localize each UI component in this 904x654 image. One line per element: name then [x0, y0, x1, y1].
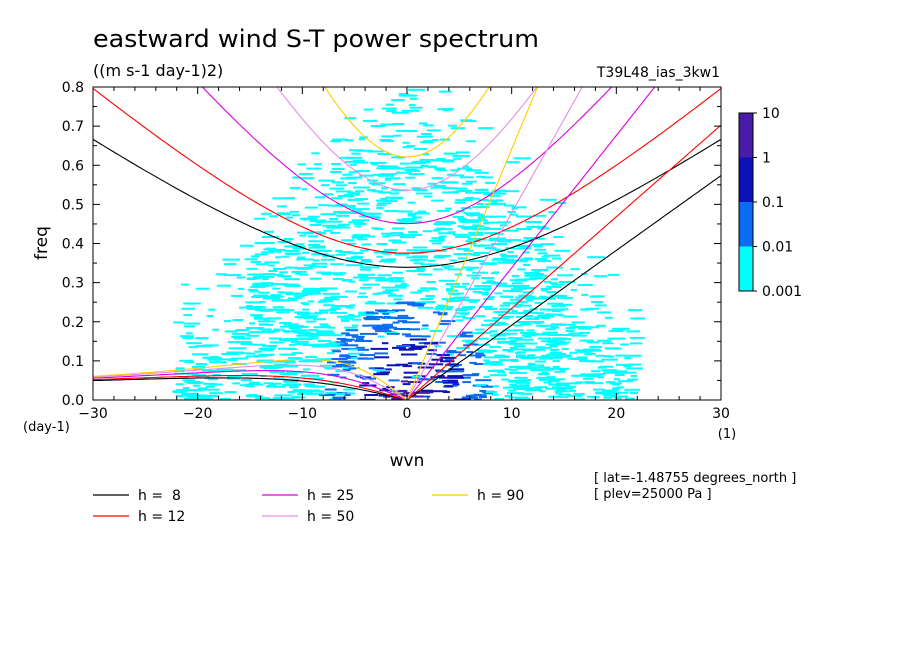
x-tick-label: 30	[712, 406, 730, 422]
colorbar-label: 0.01	[762, 240, 793, 256]
dispersion-curve-h12-rossby-n1	[93, 374, 408, 400]
colorbar-label: 0.001	[762, 284, 802, 300]
y-tick-label: 0.3	[62, 276, 84, 292]
legend-label: h = 90	[477, 488, 524, 504]
dispersion-curve-h8-rossby-n1	[93, 377, 408, 400]
colorbar-swatch	[739, 157, 753, 202]
colorbar: 0.001 0.01 0.1 1 10	[738, 106, 802, 300]
y-tick-label: 0.6	[62, 158, 84, 174]
colorbar-label: 0.1	[762, 195, 784, 211]
colorbar-swatch	[739, 202, 753, 247]
y-tick-label: 0.7	[62, 119, 84, 135]
legend-label: h = 8	[138, 488, 181, 504]
y-tick-label: 0.2	[62, 315, 84, 331]
dispersion-curve-h50-rossby-n1	[93, 364, 408, 400]
chart-title: eastward wind S-T power spectrum	[93, 25, 539, 53]
dispersion-curve-h50-ig-n1	[276, 87, 538, 191]
dispersion-curves	[93, 87, 721, 400]
legend-label: h = 25	[307, 488, 354, 504]
dispersion-curve-h12-kelvin	[406, 124, 721, 400]
y-tick-label: 0.1	[62, 354, 84, 370]
chart-subtitle: ((m s-1 day-1)2)	[93, 61, 223, 80]
y-tick-labels: 0.0 0.1 0.2 0.3 0.4 0.5 0.6 0.7 0.8	[62, 80, 84, 409]
latitude-annotation: [ lat=-1.48755 degrees_north ]	[594, 471, 796, 486]
y-tick-label: 0.8	[62, 80, 84, 96]
y-tick-label: 0.0	[62, 393, 84, 409]
y-unit-label: (day-1)	[23, 420, 70, 435]
y-tick-label: 0.5	[62, 197, 84, 213]
x-tick-label: 10	[503, 406, 521, 422]
dispersion-curve-h25-ig-n1	[201, 87, 613, 225]
dispersion-curve-h90-rossby-n1	[93, 358, 408, 400]
axis-ticks	[92, 86, 722, 401]
legend: h = 8 h = 12 h = 25 h = 50 h = 90	[93, 488, 524, 525]
colorbar-swatch	[739, 246, 753, 291]
dispersion-curve-h90-ig-n1	[324, 87, 490, 158]
y-axis-label: freq	[32, 226, 52, 260]
dispersion-curve-h50-kelvin	[406, 87, 583, 400]
x-unit-label: (1)	[718, 427, 736, 442]
y-tick-label: 0.4	[62, 237, 84, 253]
dispersion-curve-h8-kelvin	[406, 175, 721, 400]
x-tick-label: 0	[403, 406, 412, 422]
x-tick-label: 20	[607, 406, 625, 422]
x-tick-label: −10	[288, 406, 318, 422]
colorbar-label: 10	[762, 106, 780, 122]
dispersion-curve-h12-ig-n1	[93, 87, 721, 254]
dispersion-curve-h8-ig-n1	[93, 138, 721, 268]
dispersion-curve-h25-kelvin	[406, 87, 656, 400]
legend-label: h = 50	[307, 509, 354, 525]
x-tick-labels: −30 −20 −10 0 10 20 30	[78, 406, 730, 422]
spectral-power-field	[172, 88, 646, 400]
dispersion-curve-h25-rossby-n1	[93, 370, 408, 400]
x-tick-label: −20	[183, 406, 213, 422]
colorbar-label: 1	[762, 151, 771, 167]
legend-label: h = 12	[138, 509, 185, 525]
x-axis-label: wvn	[390, 451, 425, 471]
run-label: T39L48_ias_3kw1	[596, 65, 720, 81]
x-tick-label: −30	[78, 406, 108, 422]
pressure-annotation: [ plev=25000 Pa ]	[594, 487, 712, 502]
dispersion-curve-h90-kelvin	[406, 87, 539, 400]
colorbar-swatch	[739, 113, 753, 158]
